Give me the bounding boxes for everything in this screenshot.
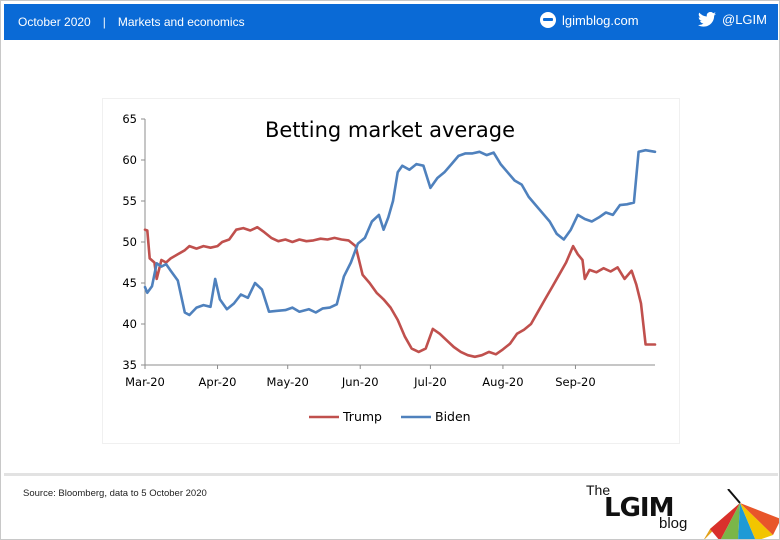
lgim-blog-logo[interactable]: The LGIM blog — [586, 479, 779, 539]
twitter-link[interactable]: @LGIM — [698, 12, 767, 27]
x-tick-label: Sep-20 — [555, 375, 595, 389]
series-layer — [143, 148, 657, 359]
x-ticks: Mar-20 Apr-20 May-20 Jun-20 Jul-20 Aug-20 Sep-… — [125, 365, 596, 389]
header-section[interactable]: Markets and economics — [117, 15, 245, 29]
source-note: Source: Bloomberg, data to 5 October 202… — [23, 488, 207, 499]
header-left: October 2020 | Markets and economics — [18, 15, 245, 29]
site-label: lgimblog.com — [562, 12, 639, 28]
site-link[interactable]: lgimblog.com — [540, 12, 639, 28]
series-line-trump — [143, 225, 657, 359]
umbrella-icon — [704, 489, 779, 539]
y-tick-label: 40 — [122, 317, 137, 331]
y-tick-label: 55 — [122, 194, 137, 208]
x-tick-label: May-20 — [267, 375, 309, 389]
y-tick-label: 65 — [122, 112, 137, 126]
chart-title: Betting market average — [265, 118, 515, 142]
y-tick-label: 60 — [122, 153, 137, 167]
logo-the: The — [586, 482, 611, 498]
series-line-biden — [143, 148, 657, 317]
y-ticks: 35 40 45 50 55 60 65 — [122, 112, 145, 372]
twitter-bird-icon — [698, 12, 716, 27]
header-separator: | — [102, 15, 106, 29]
logo-name: LGIM — [604, 493, 674, 523]
x-tick-label: Apr-20 — [199, 375, 237, 389]
legend-label-biden: Biden — [435, 409, 471, 424]
x-tick-label: Aug-20 — [482, 375, 523, 389]
betting-market-chart: Betting market average 35 40 45 50 55 60 65 Ma… — [122, 112, 657, 424]
header-bar: October 2020 | Markets and economics lgi… — [4, 4, 778, 40]
y-tick-label: 35 — [122, 358, 137, 372]
header-date: October 2020 — [18, 15, 91, 29]
footer-divider — [4, 473, 778, 476]
twitter-label: @LGIM — [722, 12, 767, 27]
globe-icon — [540, 12, 556, 28]
x-tick-label: Jul-20 — [413, 375, 447, 389]
x-tick-label: Mar-20 — [125, 375, 165, 389]
y-tick-label: 50 — [122, 235, 137, 249]
chart-panel: Betting market average 35 40 45 50 55 60 65 Ma… — [103, 99, 679, 443]
legend: Trump Biden — [309, 409, 471, 424]
x-tick-label: Jun-20 — [341, 375, 379, 389]
y-tick-label: 45 — [122, 276, 137, 290]
legend-label-trump: Trump — [342, 409, 382, 424]
logo-blog: blog — [659, 515, 688, 532]
